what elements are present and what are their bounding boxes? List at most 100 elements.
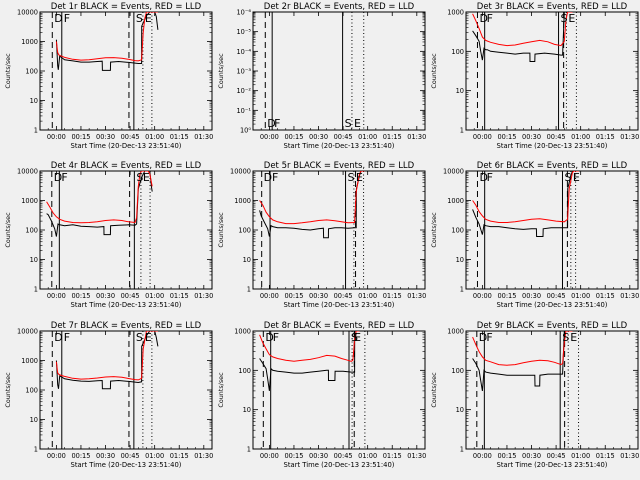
x-axis-label: Start Time (20-Dec-13 23:51:40) xyxy=(284,142,395,150)
y-tick-label: 1000 xyxy=(234,197,251,205)
y-axis-label: Counts/sec xyxy=(430,53,438,89)
lld-series-line xyxy=(259,171,365,225)
marker-letter-e: E xyxy=(570,331,577,344)
x-tick-label: 00:30 xyxy=(522,292,541,300)
panel-title: Det 6r BLACK = Events, RED = LLD xyxy=(477,161,628,171)
y-tick-label: 10 xyxy=(456,406,464,414)
y-axis-label: Counts/sec xyxy=(430,212,438,248)
x-tick-label: 01:00 xyxy=(571,452,590,460)
y-tick-label: 10 xyxy=(30,97,38,105)
x-tick-label: 01:15 xyxy=(170,292,189,300)
y-tick-label: 10 xyxy=(243,256,251,264)
plot-area xyxy=(259,171,365,289)
marker-letter-s: S xyxy=(564,171,571,184)
y-tick-label: 100 xyxy=(451,48,464,56)
y-tick-label: 1 xyxy=(247,446,251,454)
y-tick-label: 1 xyxy=(460,127,464,135)
marker-letter-d: D xyxy=(54,12,62,25)
x-tick-label: 00:15 xyxy=(71,133,90,141)
x-tick-label: 00:30 xyxy=(522,452,541,460)
y-axis-label: Counts/sec xyxy=(217,212,225,248)
x-tick-label: 00:15 xyxy=(284,133,303,141)
lld-series-line xyxy=(472,331,573,366)
x-tick-label: 01:15 xyxy=(596,292,615,300)
y-tick-label: 1000 xyxy=(21,38,38,46)
x-tick-label: 00:45 xyxy=(334,292,353,300)
y-tick-label: 100 xyxy=(451,227,464,235)
panel-title: Det 7r BLACK = Events, RED = LLD xyxy=(51,321,202,331)
y-tick-label: 1 xyxy=(34,286,38,294)
y-tick-label: 10000 xyxy=(17,328,38,336)
y-tick-label: 10⁻⁴ xyxy=(236,48,251,56)
marker-letter-d: D xyxy=(479,171,487,184)
x-tick-label: 01:00 xyxy=(145,133,164,141)
y-tick-label: 10000 xyxy=(443,168,464,176)
marker-letter-s: S xyxy=(562,331,569,344)
marker-letter-d: D xyxy=(479,12,487,25)
x-tick-label: 00:00 xyxy=(47,292,66,300)
x-tick-label: 01:30 xyxy=(620,452,639,460)
plot-area xyxy=(51,12,159,130)
y-tick-label: 1000 xyxy=(21,197,38,205)
y-tick-label: 10⁰ xyxy=(240,127,251,135)
x-tick-label: 01:00 xyxy=(358,452,377,460)
plot-area xyxy=(46,171,153,289)
x-tick-label: 00:00 xyxy=(260,452,279,460)
marker-letter-d: D xyxy=(265,331,273,344)
plot-frame xyxy=(39,330,213,450)
y-tick-label: 10000 xyxy=(17,168,38,176)
x-tick-label: 00:00 xyxy=(473,292,492,300)
x-tick-label: 00:45 xyxy=(334,133,353,141)
x-axis-label: Start Time (20-Dec-13 23:51:40) xyxy=(284,461,395,469)
marker-letter-f: F xyxy=(64,12,70,25)
marker-letter-f: F xyxy=(487,12,493,25)
y-tick-label: 100 xyxy=(451,367,464,375)
panel-title: Det 8r BLACK = Events, RED = LLD xyxy=(264,321,415,331)
marker-letter-d: D xyxy=(54,331,62,344)
panel-5: Det 5r BLACK = Events, RED = LLD 1 10 100 10… xyxy=(217,161,426,309)
y-axis-label: Counts/sec xyxy=(4,212,12,248)
x-tick-label: 00:30 xyxy=(309,133,328,141)
lld-series-line xyxy=(472,171,579,223)
x-tick-label: 00:00 xyxy=(260,292,279,300)
x-tick-label: 00:30 xyxy=(522,133,541,141)
marker-letter-s: S xyxy=(348,171,355,184)
marker-letter-s: S xyxy=(561,12,568,25)
x-tick-label: 01:15 xyxy=(596,133,615,141)
y-axis-label: Counts/sec xyxy=(217,53,225,89)
x-axis-label: Start Time (20-Dec-13 23:51:40) xyxy=(497,461,608,469)
events-series-line xyxy=(46,171,153,237)
y-tick-label: 10 xyxy=(456,87,464,95)
plot-frame xyxy=(39,11,213,131)
panel-7: Det 7r BLACK = Events, RED = LLD 1 10 100 10… xyxy=(4,321,213,469)
x-tick-label: 00:30 xyxy=(96,452,115,460)
x-tick-label: 00:00 xyxy=(47,133,66,141)
x-tick-label: 00:15 xyxy=(71,452,90,460)
x-axis-label: Start Time (20-Dec-13 23:51:40) xyxy=(497,142,608,150)
x-tick-label: 00:30 xyxy=(309,292,328,300)
y-tick-label: 10000 xyxy=(17,9,38,17)
y-axis-label: Counts/sec xyxy=(4,372,12,408)
x-tick-label: 00:15 xyxy=(497,292,516,300)
marker-letter-d: D xyxy=(54,171,62,184)
x-tick-label: 01:30 xyxy=(407,133,426,141)
x-tick-label: 00:00 xyxy=(47,452,66,460)
events-series-line xyxy=(55,331,159,390)
marker-letter-e: E xyxy=(354,331,361,344)
x-tick-label: 01:15 xyxy=(383,292,402,300)
marker-letter-d: D xyxy=(267,117,275,130)
x-axis-label: Start Time (20-Dec-13 23:51:40) xyxy=(71,301,182,309)
marker-letter-f: F xyxy=(274,117,280,130)
marker-letter-s: S xyxy=(351,331,358,344)
events-series-line xyxy=(55,12,159,71)
plot-frame xyxy=(465,170,639,290)
panel-title: Det 2r BLACK = Events, RED = LLD xyxy=(264,2,415,12)
x-tick-label: 00:45 xyxy=(334,452,353,460)
marker-letter-f: F xyxy=(61,171,67,184)
x-tick-label: 00:15 xyxy=(284,292,303,300)
marker-letter-e: E xyxy=(356,171,363,184)
x-tick-label: 01:30 xyxy=(407,292,426,300)
plot-area xyxy=(264,12,365,130)
panel-1: Det 1r BLACK = Events, RED = LLD 1 10 100 10… xyxy=(4,2,213,150)
